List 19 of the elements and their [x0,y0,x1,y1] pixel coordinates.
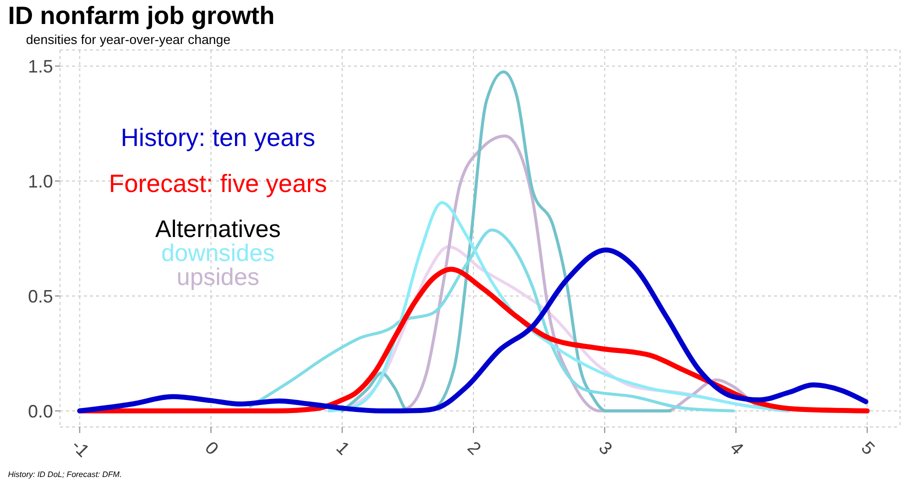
y-tick-label: 0.5 [28,286,53,306]
text: History: ten years [120,124,316,152]
x-tick-label: 0 [201,438,222,459]
y-tick-label: 1.0 [28,171,53,192]
y-tick-label: 0.0 [28,401,53,422]
text: downsides [160,240,276,267]
legend-title: Alternatives [154,216,282,243]
chart-title: ID nonfarm job growth [8,2,275,31]
x-tick-label: -1 [68,435,94,461]
text: upsides [176,264,260,291]
text: Forecast: five years [108,170,328,198]
x-tick-label: 5 [857,438,879,459]
x-tick-label: 3 [594,438,616,459]
chart-subtitle: densities for year-over-year change [26,32,230,47]
y-tick-label: 1.5 [28,56,53,76]
x-tick-label: 1 [332,438,354,459]
x-tick-label: 4 [726,438,748,459]
x-tick-label: 2 [464,438,485,459]
text: History: ID DoL; Forecast: DFM. [8,470,122,479]
